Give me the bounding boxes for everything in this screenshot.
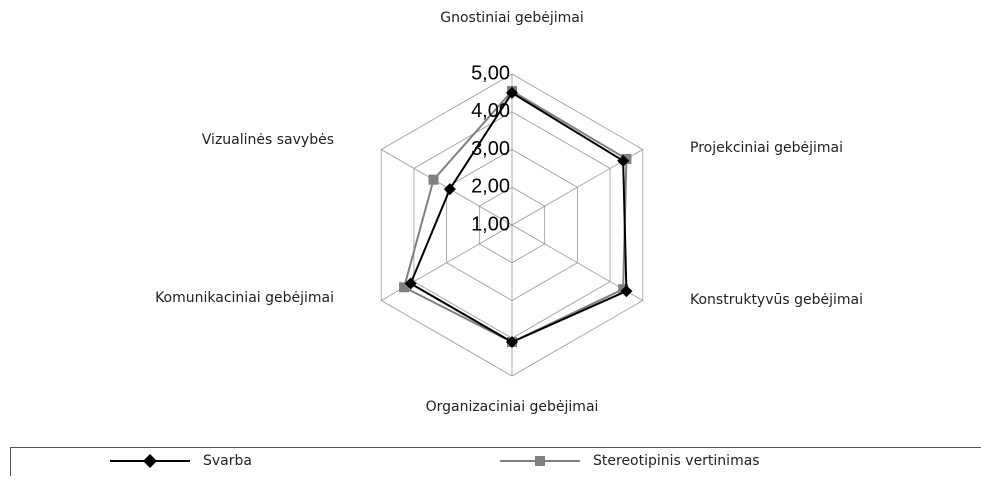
category-label: Komunikaciniai gebėjimai: [155, 290, 334, 306]
category-label: Projekciniai gebėjimai: [690, 140, 843, 156]
legend-marker: [143, 454, 157, 468]
legend-marker: [535, 456, 545, 466]
y-tick-label: 3,00: [471, 138, 510, 160]
category-label: Gnostiniai gebėjimai: [440, 10, 584, 26]
category-label: Konstruktyvūs gebėjimai: [690, 292, 863, 308]
category-label: Vizualinės savybės: [202, 132, 334, 148]
y-tick-label: 4,00: [471, 100, 510, 122]
legend-label: Stereotipinis vertinimas: [593, 453, 760, 469]
y-tick-label: 1,00: [471, 213, 510, 235]
series-line: [411, 93, 627, 342]
y-tick-label: 2,00: [471, 176, 510, 198]
data-point: [444, 183, 456, 195]
data-point: [429, 175, 439, 185]
y-tick-label: 5,00: [471, 62, 510, 84]
category-label: Organizaciniai gebėjimai: [426, 399, 599, 415]
legend-label: Svarba: [203, 453, 252, 469]
